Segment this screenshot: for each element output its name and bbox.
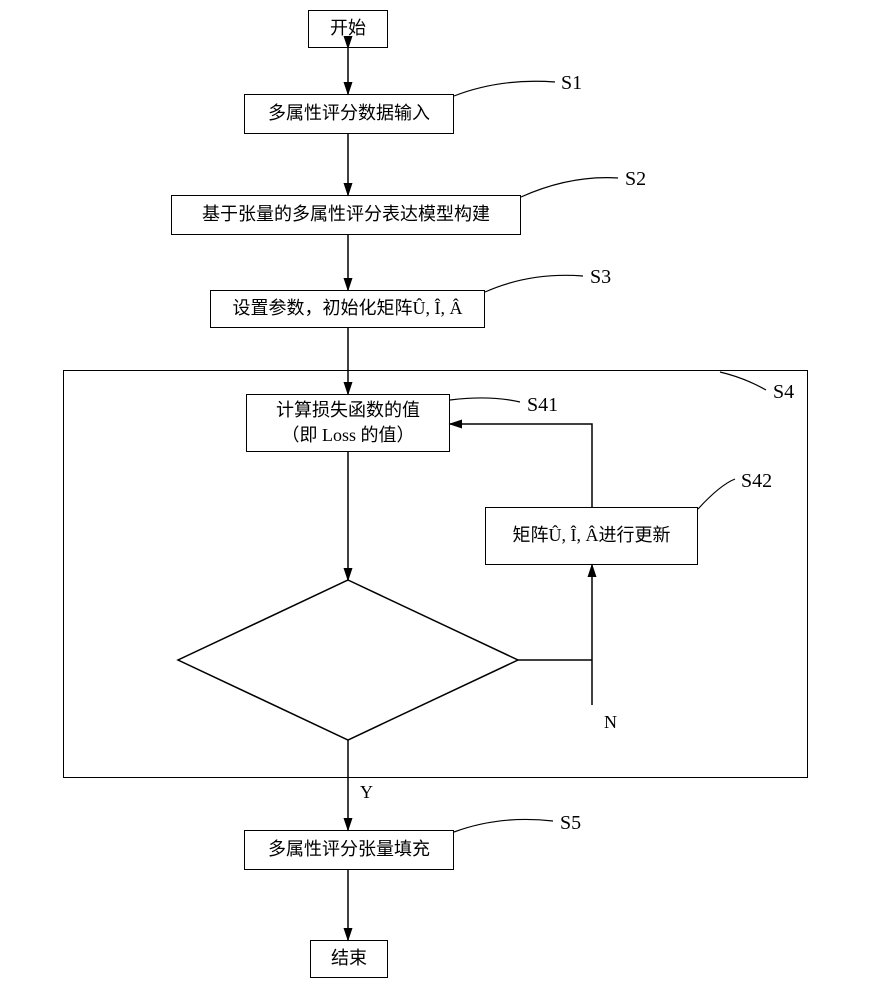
label-s1: S1 xyxy=(561,72,582,95)
label-s3: S3 xyxy=(590,266,611,289)
node-end: 结束 xyxy=(310,940,388,978)
node-s2: 基于张量的多属性评分表达模型构建 xyxy=(171,195,521,235)
node-start: 开始 xyxy=(308,10,388,48)
label-s4: S4 xyxy=(773,381,794,404)
node-s5: 多属性评分张量填充 xyxy=(244,830,454,870)
label-s42: S42 xyxy=(741,470,772,493)
node-decision-label: Loss 小于预设值或 迭代次数达到上限 xyxy=(275,635,422,685)
node-s42: 矩阵Û, Î, Â进行更新 xyxy=(485,507,698,565)
label-s41: S41 xyxy=(527,394,558,417)
node-decision-text: Loss 小于预设值或 迭代次数达到上限 xyxy=(238,628,458,692)
node-end-label: 结束 xyxy=(331,946,367,971)
label-s2: S2 xyxy=(625,168,646,191)
node-s41-label: 计算损失函数的值 （即 Loss 的值） xyxy=(276,398,420,448)
node-s41: 计算损失函数的值 （即 Loss 的值） xyxy=(246,394,450,452)
edge-label-no: N xyxy=(604,712,617,733)
node-s1: 多属性评分数据输入 xyxy=(244,94,454,134)
edge-label-yes: Y xyxy=(360,782,373,803)
label-s5: S5 xyxy=(560,812,581,835)
node-start-label: 开始 xyxy=(330,16,366,41)
flowchart-canvas: 开始 多属性评分数据输入 基于张量的多属性评分表达模型构建 设置参数，初始化矩阵… xyxy=(0,0,876,1000)
node-s5-label: 多属性评分张量填充 xyxy=(268,837,430,862)
node-s42-label: 矩阵Û, Î, Â进行更新 xyxy=(513,523,671,548)
node-s1-label: 多属性评分数据输入 xyxy=(268,101,430,126)
node-s2-label: 基于张量的多属性评分表达模型构建 xyxy=(202,202,490,227)
node-s3-label: 设置参数，初始化矩阵Û, Î, Â xyxy=(233,296,463,321)
node-s3: 设置参数，初始化矩阵Û, Î, Â xyxy=(210,290,485,328)
